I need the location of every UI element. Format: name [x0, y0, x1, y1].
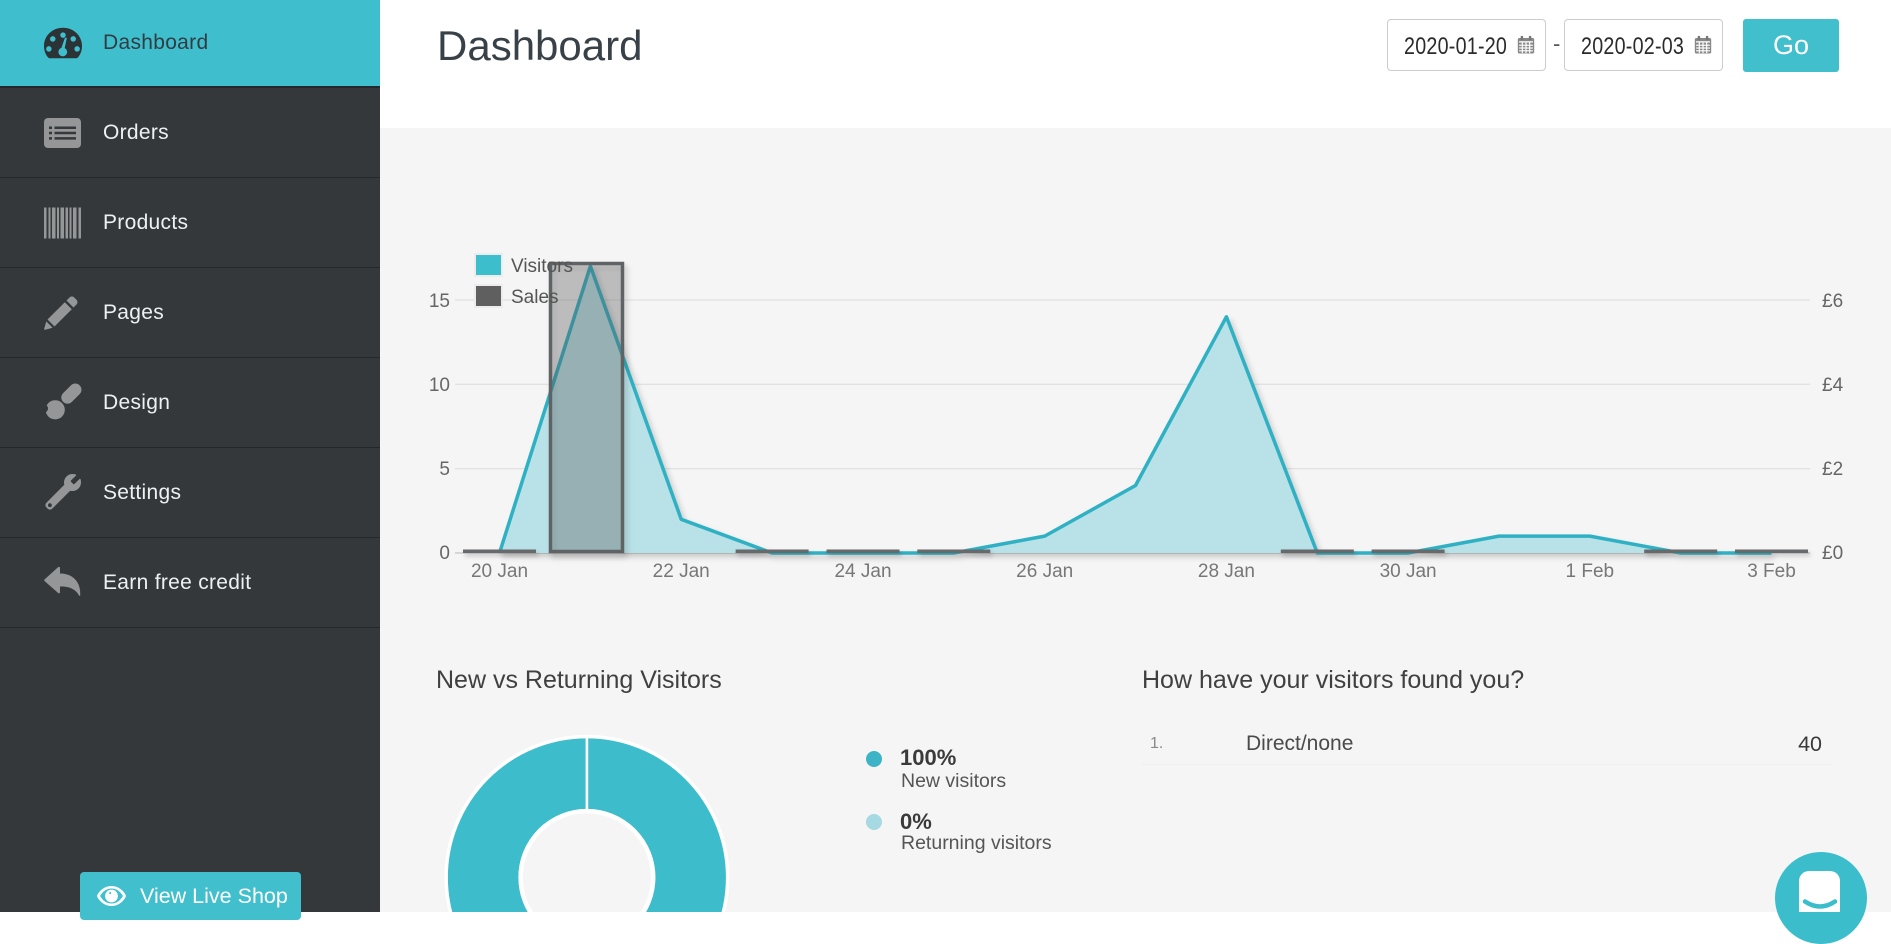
svg-text:15: 15	[429, 291, 450, 312]
svg-text:20 Jan: 20 Jan	[471, 561, 528, 582]
svg-text:£0: £0	[1822, 543, 1843, 564]
svg-text:Visitors: Visitors	[511, 256, 573, 277]
svg-text:Sales: Sales	[511, 287, 559, 308]
svg-text:£6: £6	[1822, 291, 1843, 312]
svg-text:1 Feb: 1 Feb	[1566, 561, 1615, 582]
svg-text:30 Jan: 30 Jan	[1380, 561, 1437, 582]
svg-text:26 Jan: 26 Jan	[1016, 561, 1073, 582]
svg-text:3 Feb: 3 Feb	[1747, 561, 1796, 582]
svg-text:24 Jan: 24 Jan	[834, 561, 891, 582]
svg-text:£2: £2	[1822, 459, 1843, 480]
svg-text:22 Jan: 22 Jan	[653, 561, 710, 582]
svg-text:0: 0	[439, 543, 450, 564]
svg-text:5: 5	[439, 459, 450, 480]
svg-text:28 Jan: 28 Jan	[1198, 561, 1255, 582]
svg-text:10: 10	[429, 375, 450, 396]
svg-text:£4: £4	[1822, 375, 1844, 396]
